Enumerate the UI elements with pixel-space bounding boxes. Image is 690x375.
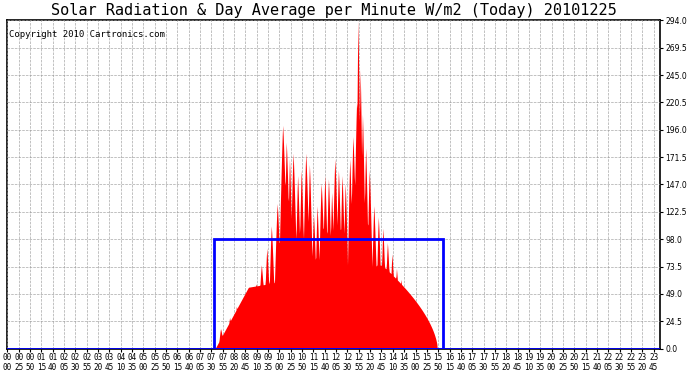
Text: Copyright 2010 Cartronics.com: Copyright 2010 Cartronics.com xyxy=(10,30,165,39)
Title: Solar Radiation & Day Average per Minute W/m2 (Today) 20101225: Solar Radiation & Day Average per Minute… xyxy=(51,3,617,18)
Bar xyxy=(214,239,443,349)
